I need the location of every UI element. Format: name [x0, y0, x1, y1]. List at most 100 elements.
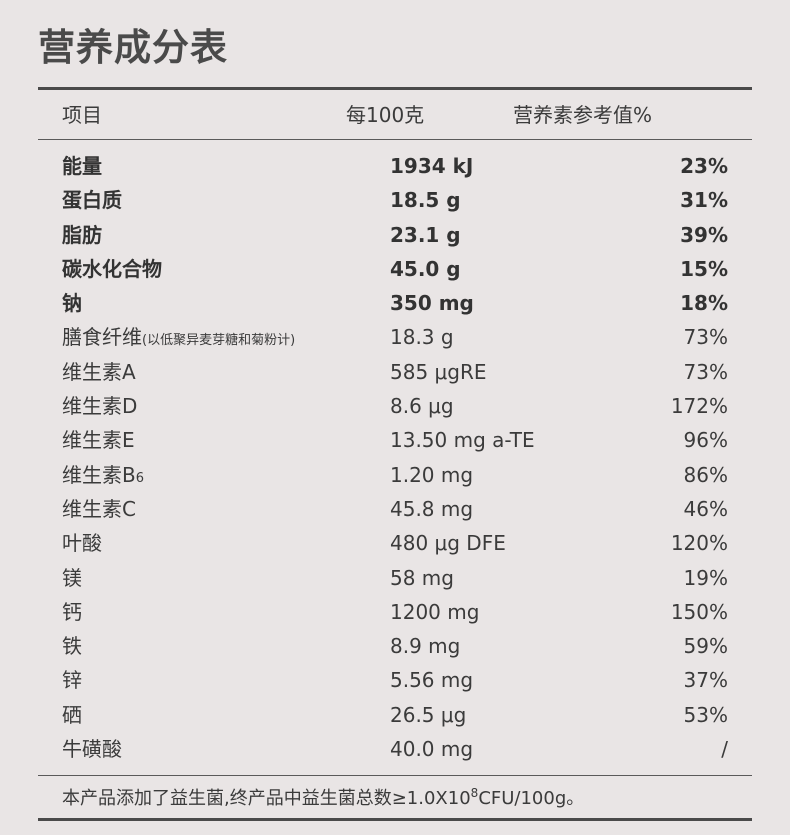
- amount-per-100g: 26.5 μg: [390, 702, 467, 727]
- nutrient-name: 牛磺酸: [62, 732, 122, 766]
- nutrient-name: 维生素B6: [62, 458, 144, 496]
- nrv-percent: 31%: [680, 188, 728, 213]
- nutrient-name-text: 硒: [62, 702, 82, 727]
- nutrient-note: (以低聚异麦芽糖和菊粉计): [142, 333, 296, 349]
- nutrient-name: 硒: [62, 698, 82, 732]
- amount-per-100g: 40.0 mg: [390, 737, 474, 762]
- footnote-text-before: 本产品添加了益生菌,终产品中益生菌总数≥1.0X10: [62, 788, 471, 809]
- nrv-percent: 37%: [683, 668, 728, 693]
- nutrient-name: 膳食纤维(以低聚异麦芽糖和菊粉计): [62, 320, 295, 358]
- nutrient-name: 镁: [62, 561, 82, 595]
- nrv-percent: 15%: [680, 256, 728, 281]
- nutrient-name: 维生素D: [62, 389, 137, 423]
- nutrient-name-text: 钙: [62, 599, 82, 624]
- nutrient-name: 维生素A: [62, 355, 136, 389]
- nutrient-name-text: 锌: [62, 668, 82, 693]
- nutrition-table: 能量 1934 kJ 23% 蛋白质 18.5 g 31% 脂肪 23.1 g 39% 碳水化合物…: [0, 149, 790, 766]
- header-nrv-percent: 营养素参考值%: [513, 103, 653, 127]
- nutrient-subscript: 6: [135, 470, 145, 486]
- table-row: 膳食纤维(以低聚异麦芽糖和菊粉计) 18.3 g 73%: [0, 320, 790, 354]
- nrv-percent: 96%: [683, 428, 728, 453]
- nutrient-name: 维生素C: [62, 492, 136, 526]
- amount-per-100g: 58 mg: [390, 565, 454, 590]
- nrv-percent: 150%: [670, 599, 728, 624]
- nutrient-name-text: 镁: [62, 565, 82, 590]
- nutrient-name: 铁: [62, 629, 82, 663]
- table-row: 维生素E 13.50 mg a-TE 96%: [0, 423, 790, 457]
- table-row: 蛋白质 18.5 g 31%: [0, 183, 790, 217]
- table-row: 钠 350 mg 18%: [0, 286, 790, 320]
- nutrient-name: 能量: [62, 149, 102, 183]
- nutrient-name-text: 维生素C: [62, 496, 136, 521]
- nrv-percent: 73%: [683, 325, 728, 350]
- nutrient-name-text: 碳水化合物: [62, 256, 162, 281]
- amount-per-100g: 8.9 mg: [390, 634, 461, 659]
- nutrient-name: 维生素E: [62, 423, 135, 457]
- nutrient-name: 脂肪: [62, 218, 102, 252]
- table-row: 叶酸 480 μg DFE 120%: [0, 526, 790, 560]
- amount-per-100g: 1.20 mg: [390, 462, 474, 487]
- nutrient-name-text: 维生素A: [62, 359, 136, 384]
- header-item: 项目: [62, 103, 102, 127]
- amount-per-100g: 8.6 μg: [390, 394, 454, 419]
- amount-per-100g: 18.3 g: [390, 325, 454, 350]
- nrv-percent: 86%: [683, 462, 728, 487]
- nrv-percent: 46%: [683, 496, 728, 521]
- nutrient-name-text: 铁: [62, 634, 82, 659]
- amount-per-100g: 480 μg DFE: [390, 531, 506, 556]
- table-row: 维生素A 585 μgRE 73%: [0, 355, 790, 389]
- page-title: 营养成分表: [38, 26, 228, 69]
- nrv-percent: 23%: [680, 154, 728, 178]
- nutrient-name-text: 牛磺酸: [62, 737, 122, 762]
- amount-per-100g: 350 mg: [390, 291, 474, 316]
- nutrient-name-text: 蛋白质: [62, 188, 122, 213]
- table-row: 钙 1200 mg 150%: [0, 595, 790, 629]
- table-row: 镁 58 mg 19%: [0, 561, 790, 595]
- table-row: 锌 5.56 mg 37%: [0, 663, 790, 697]
- nutrient-name-text: 维生素E: [62, 428, 135, 453]
- bottom-divider: [38, 818, 752, 821]
- table-row: 维生素D 8.6 μg 172%: [0, 389, 790, 423]
- nutrient-name-text: 维生素D: [62, 394, 138, 419]
- nrv-percent: 53%: [683, 702, 728, 727]
- header-per-100g: 每100克: [346, 103, 425, 127]
- amount-per-100g: 23.1 g: [390, 222, 461, 247]
- table-row: 硒 26.5 μg 53%: [0, 698, 790, 732]
- table-row: 脂肪 23.1 g 39%: [0, 218, 790, 252]
- table-row: 牛磺酸 40.0 mg /: [0, 732, 790, 766]
- nutrient-name-text: 维生素B: [62, 462, 136, 487]
- nutrient-name: 钙: [62, 595, 82, 629]
- top-divider: [38, 87, 752, 90]
- footnote-text-after: CFU/100g。: [478, 788, 585, 809]
- amount-per-100g: 13.50 mg a-TE: [390, 428, 535, 453]
- table-row: 维生素B6 1.20 mg 86%: [0, 458, 790, 492]
- nutrient-name-text: 膳食纤维: [62, 325, 142, 350]
- nutrient-name: 钠: [62, 286, 82, 320]
- footnote-exponent: 8: [470, 786, 479, 800]
- nutrient-name: 锌: [62, 663, 82, 697]
- nutrient-name-text: 钠: [62, 291, 82, 316]
- nutrient-name-text: 叶酸: [62, 531, 102, 556]
- nutrient-name: 蛋白质: [62, 183, 122, 217]
- amount-per-100g: 45.8 mg: [390, 496, 474, 521]
- nutrient-name: 叶酸: [62, 526, 102, 560]
- amount-per-100g: 45.0 g: [390, 256, 461, 281]
- nrv-percent: /: [721, 737, 728, 762]
- table-row: 碳水化合物 45.0 g 15%: [0, 252, 790, 286]
- footer-divider: [38, 775, 752, 776]
- nrv-percent: 120%: [670, 531, 728, 556]
- probiotic-footnote: 本产品添加了益生菌,终产品中益生菌总数≥1.0X108CFU/100g。: [62, 785, 584, 813]
- nutrient-name-text: 脂肪: [62, 222, 102, 247]
- amount-per-100g: 1200 mg: [390, 599, 480, 624]
- table-row: 铁 8.9 mg 59%: [0, 629, 790, 663]
- nrv-percent: 18%: [680, 291, 728, 316]
- amount-per-100g: 585 μgRE: [390, 359, 487, 384]
- table-row: 维生素C 45.8 mg 46%: [0, 492, 790, 526]
- nrv-percent: 59%: [683, 634, 728, 659]
- amount-per-100g: 1934 kJ: [390, 154, 474, 178]
- nutrient-name-text: 能量: [62, 154, 102, 178]
- nrv-percent: 39%: [680, 222, 728, 247]
- header-divider: [38, 139, 752, 140]
- nrv-percent: 172%: [670, 394, 728, 419]
- nutrient-name: 碳水化合物: [62, 252, 162, 286]
